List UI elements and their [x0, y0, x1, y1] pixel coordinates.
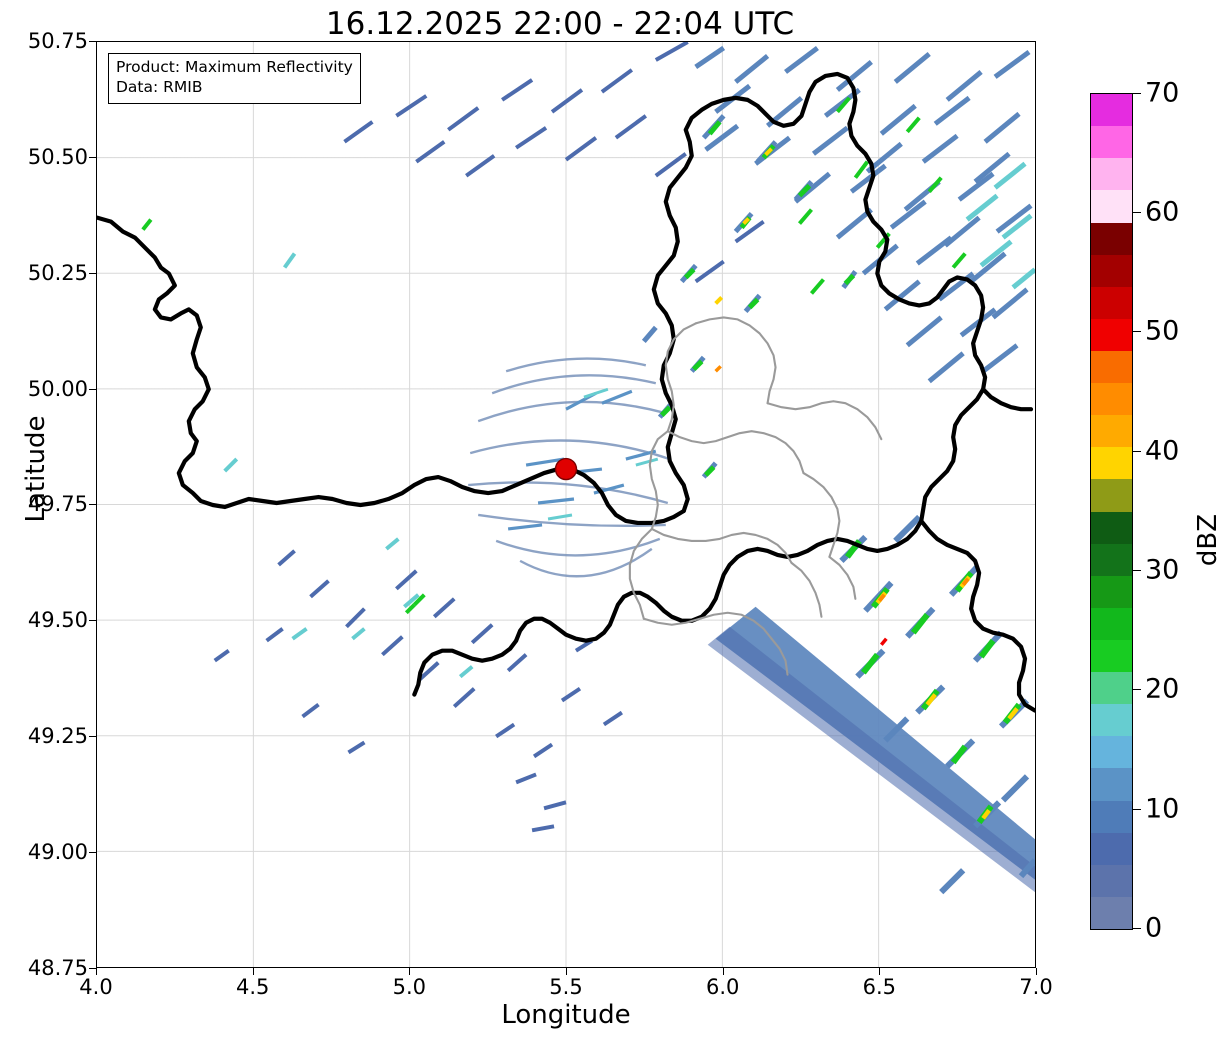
ytick-mark — [89, 273, 96, 274]
ytick-label: 49.50 — [27, 608, 88, 632]
ytick-label: 49.75 — [27, 492, 88, 516]
district-borders — [628, 316, 883, 676]
xtick-label: 7.0 — [1019, 975, 1053, 999]
cbtick-mark — [1132, 212, 1141, 213]
ytick-mark — [89, 157, 96, 158]
colorbar-band-7 — [1091, 672, 1132, 705]
radar-echo-central-green — [141, 218, 426, 615]
cbtick-label: 60 — [1145, 196, 1180, 228]
colorbar-band-19 — [1091, 286, 1132, 319]
colorbar-band-10 — [1091, 575, 1132, 608]
xtick-label: 5.0 — [392, 975, 426, 999]
radar-echo-luxembourg — [641, 114, 858, 479]
xtick-mark — [96, 968, 97, 975]
radar-site-marker — [554, 457, 578, 481]
colorbar-band-0 — [1091, 896, 1132, 929]
radar-echo-central-teal — [223, 252, 474, 679]
xtick-label: 4.0 — [79, 975, 113, 999]
colorbar-band-2 — [1091, 832, 1132, 865]
ytick-mark — [89, 968, 96, 969]
colorbar-label: dBZ — [1193, 513, 1219, 567]
xtick-mark — [1036, 968, 1037, 975]
ytick-label: 50.00 — [27, 377, 88, 401]
ytick-mark — [89, 41, 96, 42]
colorbar-band-6 — [1091, 704, 1132, 737]
colorbar-band-15 — [1091, 415, 1132, 448]
colorbar-band-18 — [1091, 318, 1132, 352]
colorbar-band-20 — [1091, 254, 1132, 287]
ytick-mark — [89, 389, 96, 390]
colorbar-band-13 — [1091, 479, 1132, 512]
colorbar[interactable] — [1090, 93, 1133, 930]
ytick-label: 49.25 — [27, 724, 88, 748]
info-data-line: Data: RMIB — [116, 77, 203, 96]
xtick-label: 6.0 — [705, 975, 740, 999]
colorbar-band-16 — [1091, 383, 1132, 416]
colorbar-band-1 — [1091, 864, 1132, 897]
cbtick-mark — [1132, 689, 1141, 691]
xtick-label: 6.5 — [862, 975, 896, 999]
xtick-label: 4.5 — [235, 975, 270, 999]
cbtick-label: 70 — [1145, 77, 1180, 109]
xtick-mark — [252, 968, 254, 975]
colorbar-band-24 — [1091, 126, 1132, 159]
y-axis-label: Latitude — [21, 415, 51, 523]
map-plot-area[interactable] — [96, 41, 1036, 968]
cbtick-mark — [1132, 808, 1141, 810]
info-box: Product: Maximum Reflectivity Data: RMIB — [108, 53, 361, 104]
beam-blockage-streak — [707, 606, 1035, 893]
ytick-mark — [89, 620, 96, 621]
colorbar-band-25 — [1091, 94, 1132, 127]
xtick-mark — [566, 968, 567, 975]
xtick-label: 5.5 — [549, 975, 583, 999]
colorbar-band-21 — [1091, 222, 1132, 255]
cbtick-mark — [1132, 450, 1141, 452]
cbtick-mark — [1132, 331, 1141, 333]
ytick-label: 50.25 — [27, 261, 88, 285]
colorbar-band-12 — [1091, 511, 1132, 544]
ytick-label: 50.50 — [27, 145, 88, 169]
colorbar-band-3 — [1091, 800, 1132, 833]
ytick-mark — [89, 504, 96, 505]
ytick-label: 48.75 — [27, 956, 88, 980]
colorbar-band-14 — [1091, 447, 1132, 480]
radar-echo-northeast — [343, 42, 1035, 384]
ytick-label: 50.75 — [27, 29, 88, 53]
cbtick-label: 10 — [1145, 793, 1180, 825]
ytick-label: 49.00 — [27, 840, 88, 864]
cbtick-label: 0 — [1145, 912, 1163, 944]
ytick-mark — [89, 736, 96, 737]
xtick-mark — [722, 968, 724, 975]
page-title: 16.12.2025 22:00 - 22:04 UTC — [325, 6, 795, 42]
radar-echo-southeast — [839, 514, 1035, 895]
colorbar-band-23 — [1091, 158, 1132, 191]
colorbar-band-22 — [1091, 190, 1132, 223]
x-axis-label: Longitude — [501, 1000, 631, 1030]
xtick-mark — [409, 968, 411, 975]
colorbar-band-11 — [1091, 543, 1132, 576]
info-product-line: Product: Maximum Reflectivity — [116, 58, 353, 76]
cbtick-label: 30 — [1145, 554, 1180, 586]
colorbar-band-17 — [1091, 351, 1132, 384]
cbtick-label: 50 — [1145, 315, 1180, 347]
xtick-mark — [879, 968, 881, 975]
colorbar-band-5 — [1091, 736, 1132, 769]
colorbar-band-9 — [1091, 607, 1132, 641]
colorbar-band-4 — [1091, 768, 1132, 801]
grid-lines — [97, 42, 1035, 967]
radar-echo-central — [213, 549, 623, 833]
cbtick-label: 40 — [1145, 435, 1180, 467]
cbtick-mark — [1132, 928, 1141, 929]
ytick-mark — [89, 852, 96, 853]
radar-clutter-ring — [468, 357, 671, 578]
cbtick-mark — [1132, 570, 1141, 571]
cbtick-mark — [1132, 93, 1141, 94]
colorbar-band-8 — [1091, 640, 1132, 673]
cbtick-label: 20 — [1145, 673, 1180, 705]
map-canvas — [97, 42, 1035, 967]
